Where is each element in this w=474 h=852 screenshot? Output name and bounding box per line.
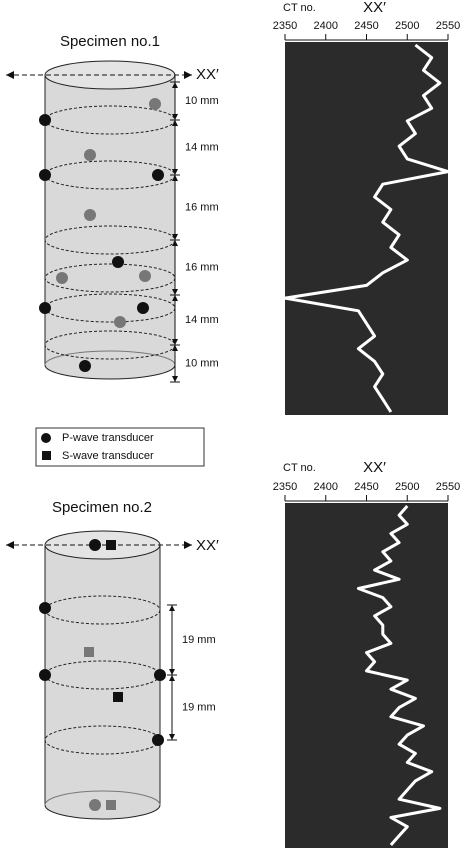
p-wave-transducer <box>39 169 51 181</box>
chart-title: XX′ <box>363 0 386 16</box>
s-wave-transducer <box>106 540 116 550</box>
p-wave-transducer <box>137 302 149 314</box>
x-axis-label: CT no. <box>283 462 316 474</box>
ct-image <box>285 503 448 848</box>
cylinder <box>44 75 176 380</box>
x-tick-label: 2500 <box>395 481 419 493</box>
x-tick-label: 2450 <box>354 20 378 32</box>
x-tick-label: 2350 <box>273 20 297 32</box>
cylinder <box>44 545 161 820</box>
specimen-title: Specimen no.2 <box>52 499 152 516</box>
x-tick-label: 2350 <box>273 481 297 493</box>
p-wave-transducer <box>114 316 126 328</box>
spacing-label: 19 mm <box>182 701 216 713</box>
p-wave-transducer <box>152 169 164 181</box>
spacing-label: 14 mm <box>185 141 219 153</box>
p-wave-transducer <box>39 114 51 126</box>
p-wave-transducer <box>56 272 68 284</box>
x-tick-label: 2400 <box>314 481 338 493</box>
p-wave-transducer <box>84 209 96 221</box>
s-wave-transducer <box>84 647 94 657</box>
p-wave-transducer <box>39 669 51 681</box>
spacing-label: 10 mm <box>185 357 219 369</box>
p-wave-transducer <box>79 360 91 372</box>
x-tick-label: 2450 <box>354 481 378 493</box>
x-axis-label: CT no. <box>283 2 316 14</box>
legend-box <box>35 427 205 467</box>
axis-label: XX′ <box>196 537 219 554</box>
p-wave-transducer <box>84 149 96 161</box>
spacing-label: 16 mm <box>185 261 219 273</box>
p-wave-transducer <box>39 602 51 614</box>
arrowheads <box>172 295 178 345</box>
legend-label: P-wave transducer <box>62 432 154 444</box>
p-wave-transducer <box>154 669 166 681</box>
spacing-label: 14 mm <box>185 314 219 326</box>
p-wave-transducer <box>139 270 151 282</box>
x-tick-label: 2550 <box>436 481 460 493</box>
spacing-label: 10 mm <box>185 95 219 107</box>
arrowheads <box>172 240 178 295</box>
x-tick-label: 2500 <box>395 20 419 32</box>
spacing-label: 16 mm <box>185 201 219 213</box>
p-wave-transducer <box>149 98 161 110</box>
p-wave-transducer <box>152 734 164 746</box>
chart-title: XX′ <box>363 459 386 476</box>
axis-label: XX′ <box>196 66 219 83</box>
p-wave-transducer <box>89 799 101 811</box>
ct-profile <box>283 43 450 413</box>
p-wave-transducer <box>89 539 101 551</box>
x-tick-label: 2400 <box>314 20 338 32</box>
legend-label: S-wave transducer <box>62 450 154 462</box>
s-wave-transducer <box>106 800 116 810</box>
ct-profile <box>356 505 442 846</box>
x-tick-label: 2550 <box>436 20 460 32</box>
cylinder-bottom <box>44 790 161 806</box>
arrowheads <box>172 120 178 175</box>
cylinder-bottom <box>44 350 176 366</box>
ct-image <box>285 42 448 415</box>
p-wave-transducer <box>39 302 51 314</box>
p-wave-transducer <box>112 256 124 268</box>
s-wave-transducer <box>113 692 123 702</box>
p-wave-icon <box>41 433 51 443</box>
s-wave-icon <box>42 451 51 460</box>
spacing-label: 19 mm <box>182 634 216 646</box>
specimen-title: Specimen no.1 <box>60 33 160 50</box>
